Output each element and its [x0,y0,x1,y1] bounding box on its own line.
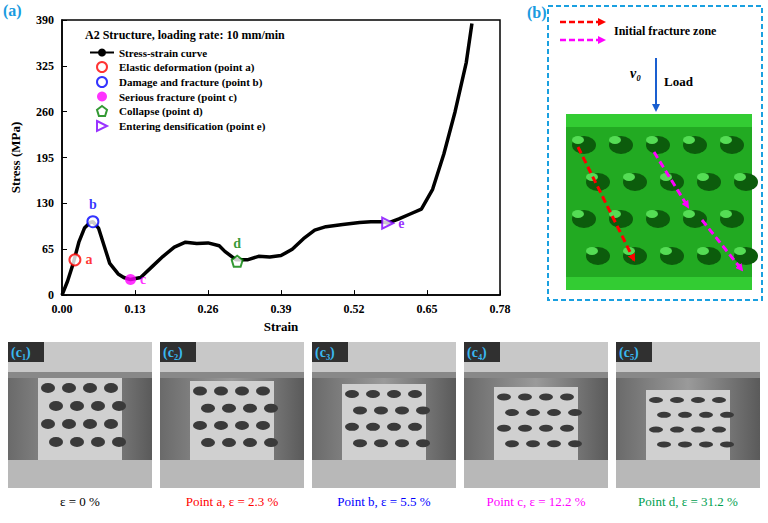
svg-text:Serious fracture (point c): Serious fracture (point c) [119,91,237,104]
svg-text:390: 390 [36,13,54,27]
svg-text:Collapse (point d): Collapse (point d) [119,105,203,118]
html-text:ε = 0 %: ε = 0 % [60,494,100,509]
svg-text:Stress-strain curve: Stress-strain curve [119,47,207,59]
svg-text:(b): (b) [527,4,547,22]
svg-text:(c₅): (c₅) [619,345,639,361]
html-text:Point b, ε = 5.5 %: Point b, ε = 5.5 % [337,494,431,509]
svg-text:Stress (MPa): Stress (MPa) [8,122,23,194]
svg-text:130: 130 [36,196,54,210]
svg-text:260: 260 [36,105,54,119]
html-text:Point a, ε = 2.3 %: Point a, ε = 2.3 % [185,494,279,509]
svg-text:0.65: 0.65 [417,302,438,316]
svg-text:(c₂): (c₂) [163,345,183,361]
svg-text:0.00: 0.00 [52,302,73,316]
svg-text:Initial fracture zone: Initial fracture zone [614,24,717,38]
svg-text:(a): (a) [3,2,22,20]
svg-text:325: 325 [36,59,54,73]
svg-text:65: 65 [42,242,54,256]
svg-text:Entering densification (point: Entering densification (point e) [119,120,266,133]
svg-text:(c₁): (c₁) [11,345,31,361]
svg-text:0.26: 0.26 [198,302,219,316]
svg-text:(c₃): (c₃) [315,345,335,361]
svg-text:0.39: 0.39 [271,302,292,316]
svg-text:0.52: 0.52 [344,302,365,316]
svg-text:Elastic deformation (point a): Elastic deformation (point a) [119,61,255,74]
html-text:Point c, ε = 12.2 %: Point c, ε = 12.2 % [486,494,586,509]
svg-text:Damage and fracture (point b): Damage and fracture (point b) [119,76,263,89]
svg-text:0.78: 0.78 [490,302,511,316]
svg-text:e: e [398,216,404,231]
svg-text:0: 0 [48,288,54,302]
html-text:Point d, ε = 31.2 %: Point d, ε = 31.2 % [638,494,738,509]
svg-text:Load: Load [664,74,694,89]
svg-text:c: c [140,272,146,287]
svg-text:b: b [89,197,97,212]
svg-text:Strain: Strain [264,319,299,334]
svg-text:0.13: 0.13 [125,302,146,316]
svg-text:a: a [85,252,92,267]
svg-text:(c₄): (c₄) [467,345,487,361]
svg-text:v₀: v₀ [630,66,641,81]
svg-text:195: 195 [36,151,54,165]
svg-text:A2 Structure, loading rate: 10: A2 Structure, loading rate: 10 mm/min [85,28,285,42]
svg-text:d: d [233,236,241,251]
